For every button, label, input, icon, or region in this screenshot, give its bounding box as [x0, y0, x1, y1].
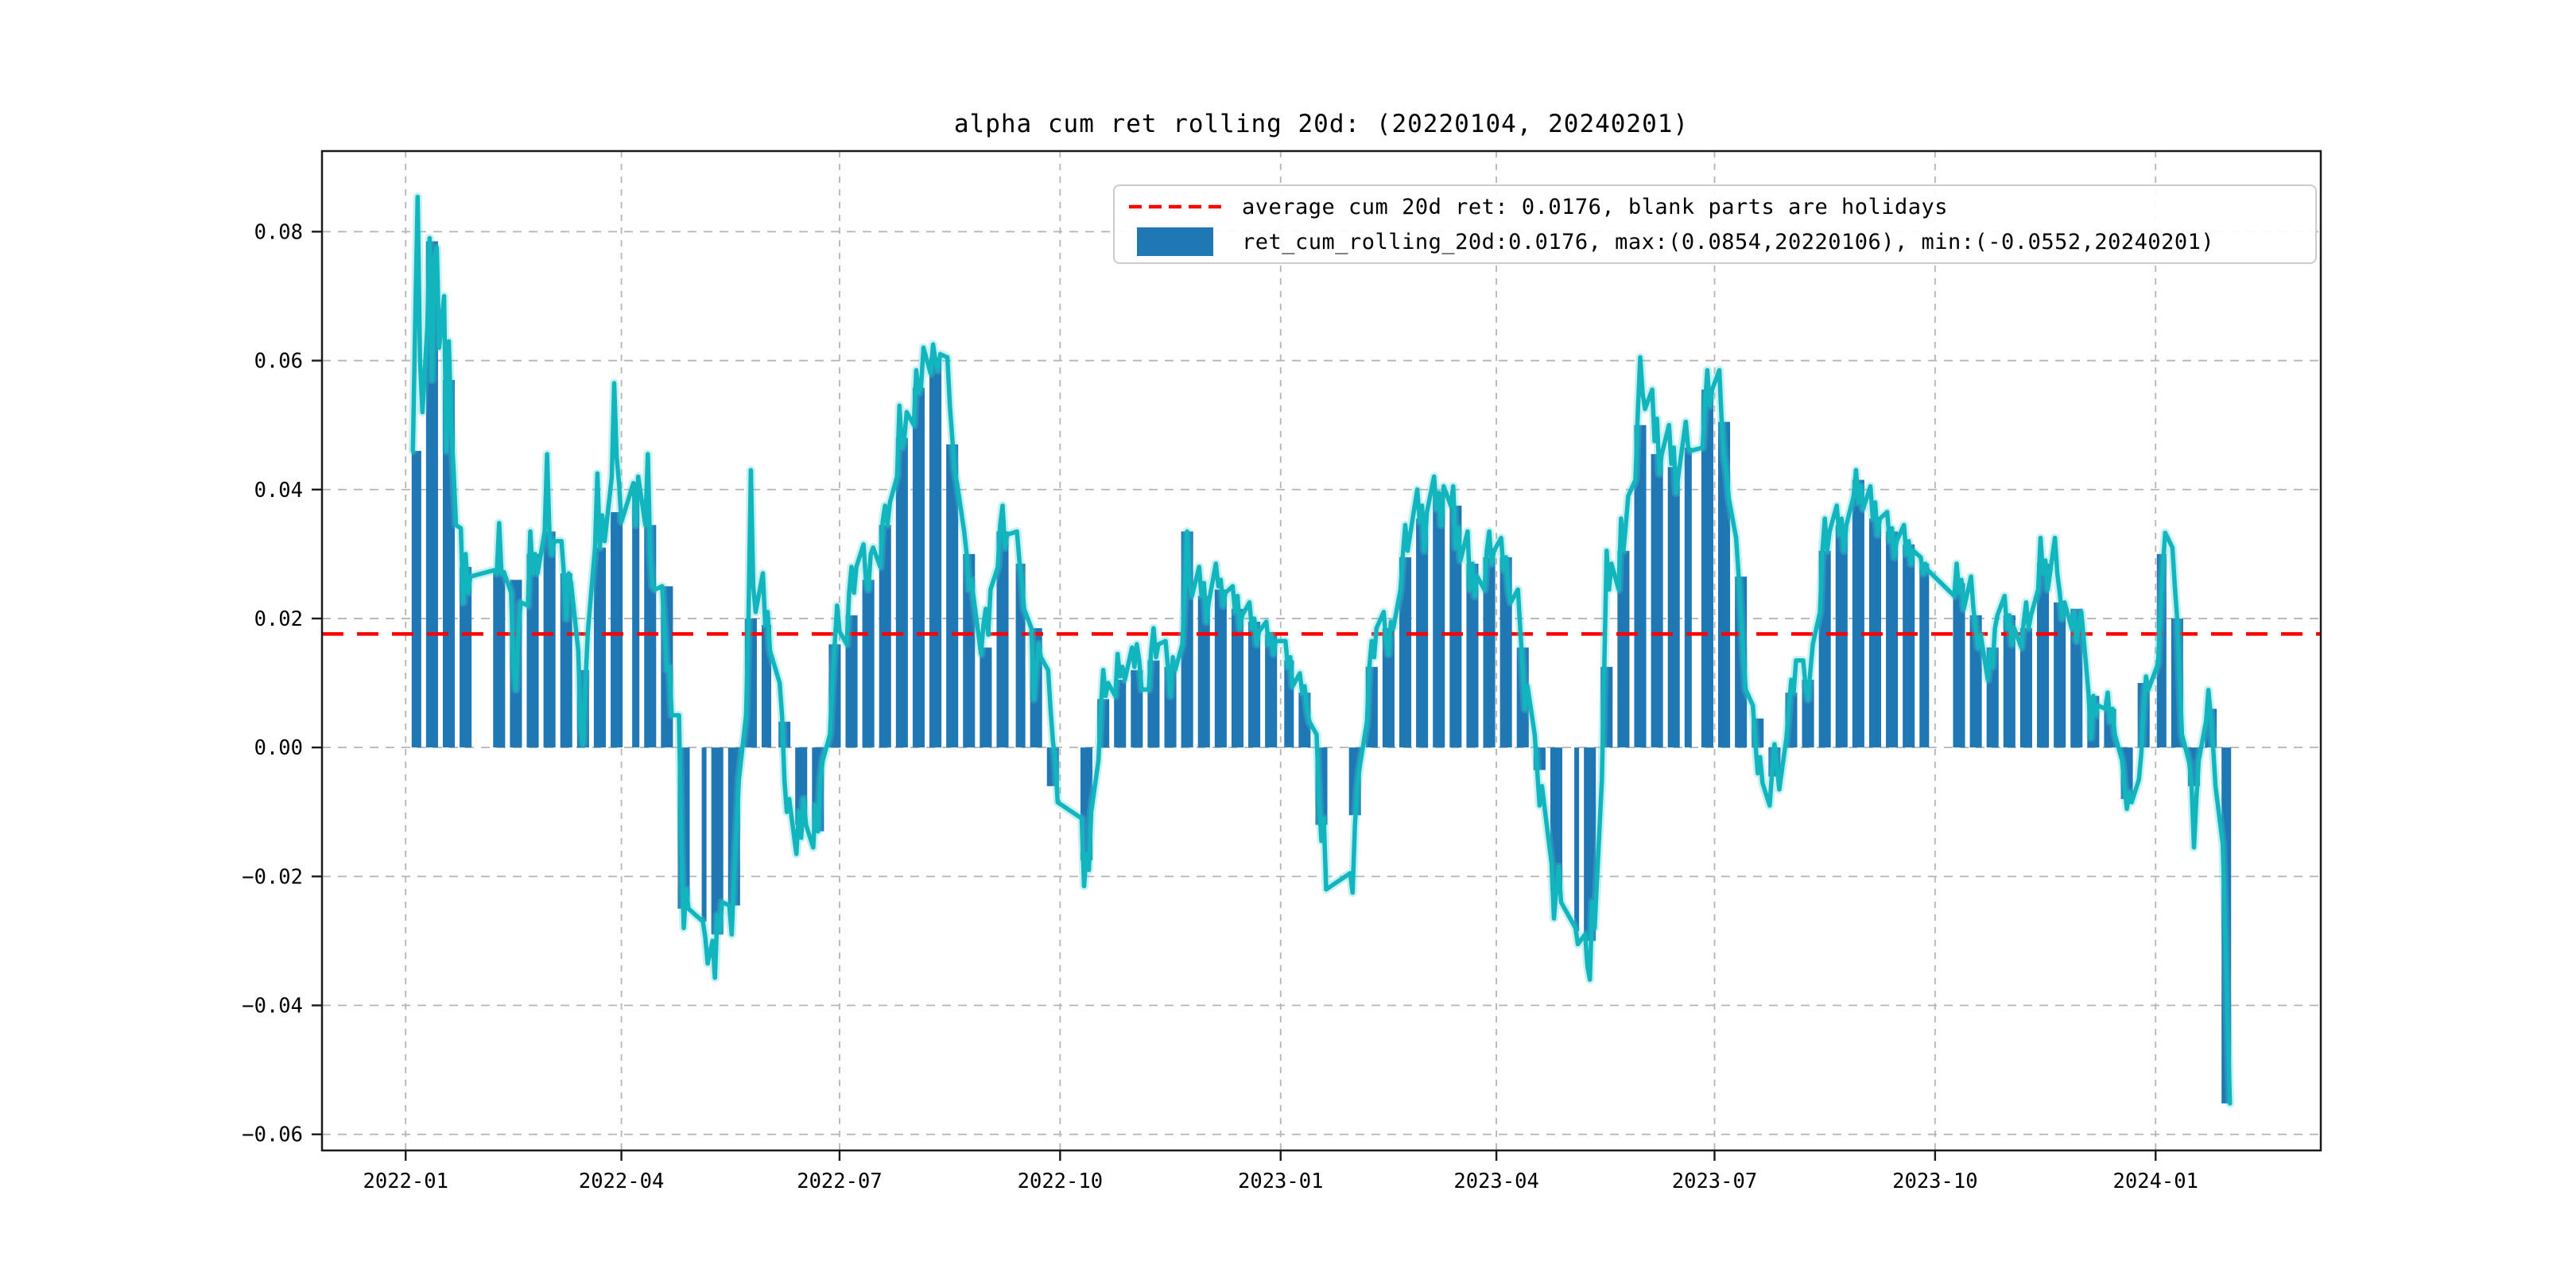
- bar: [711, 747, 724, 935]
- bar: [411, 451, 421, 748]
- bar: [761, 625, 772, 748]
- x-tick-label: 2023-04: [1453, 1170, 1538, 1193]
- legend-box: average cum 20d ret: 0.0176, blank parts…: [1113, 184, 2317, 264]
- chart-title: alpha cum ret rolling 20d: (20220104, 20…: [953, 110, 1690, 138]
- bar: [1584, 747, 1596, 941]
- bar: [701, 747, 707, 922]
- bar: [1466, 564, 1479, 748]
- bar: [996, 531, 1009, 748]
- bar: [1550, 747, 1563, 890]
- tick-labels: 2022-01 2022-04 2022-07 2022-10 2023-01 2023-…: [242, 220, 2198, 1193]
- bar: [1164, 666, 1177, 748]
- bar: [543, 531, 556, 748]
- bar: [862, 580, 875, 748]
- bar: [560, 573, 572, 748]
- bar: [2037, 564, 2050, 748]
- bar: [1667, 467, 1680, 748]
- bar: [1651, 454, 1663, 748]
- x-tick-label: 2023-10: [1892, 1170, 1977, 1193]
- bars-series: [411, 241, 2232, 1104]
- bar: [1701, 390, 1713, 748]
- bar: [611, 512, 623, 748]
- y-tick-label: 0.04: [254, 479, 303, 502]
- y-tick-label: 0.02: [254, 607, 303, 631]
- legend-series-patch: [1137, 227, 1213, 256]
- bar: [2054, 602, 2066, 748]
- bar: [425, 241, 438, 748]
- bar: [1835, 525, 1848, 748]
- y-tick-label: −0.02: [242, 865, 303, 889]
- bar: [895, 437, 908, 748]
- x-tick-label: 2022-10: [1018, 1170, 1103, 1193]
- x-tick-label: 2023-01: [1238, 1170, 1323, 1193]
- bar: [929, 357, 942, 748]
- bar: [1499, 557, 1512, 748]
- bar: [1735, 576, 1748, 748]
- x-tick-label: 2023-07: [1672, 1170, 1757, 1193]
- bar: [980, 647, 992, 748]
- bar: [1574, 747, 1580, 932]
- plot-spines: [320, 149, 2322, 1152]
- bar: [845, 615, 858, 748]
- legend-series-label: ret_cum_rolling_20d:0.0176, max:(0.0854,…: [1242, 229, 2215, 254]
- bar: [912, 387, 925, 748]
- bar: [1399, 557, 1412, 748]
- bar: [1449, 506, 1462, 748]
- bar: [1852, 479, 1864, 748]
- bar: [1802, 679, 1814, 748]
- bar: [1684, 448, 1692, 748]
- gridlines: [322, 151, 2321, 1150]
- bar: [593, 547, 606, 748]
- y-tick-label: −0.04: [242, 995, 303, 1018]
- bar: [2003, 615, 2015, 748]
- y-tick-label: 0.08: [254, 220, 303, 244]
- legend-avg-label: average cum 20d ret: 0.0176, blank parts…: [1242, 194, 1949, 219]
- legend-item-series: ret_cum_rolling_20d:0.0176, max:(0.0854,…: [1126, 224, 2304, 259]
- y-tick-label: 0.00: [254, 736, 303, 760]
- bar: [1953, 583, 1965, 748]
- legend-series-swatch-icon: [1126, 227, 1224, 256]
- bar: [1265, 634, 1278, 748]
- bar: [946, 444, 959, 748]
- bar: [493, 570, 506, 748]
- bar: [2019, 628, 2032, 748]
- bar: [1214, 589, 1227, 748]
- bar: [1617, 550, 1630, 748]
- bar: [1886, 531, 1899, 748]
- x-tick-label: 2022-01: [363, 1170, 448, 1193]
- legend-avg-dash-icon: [1126, 191, 1224, 223]
- bar: [1248, 622, 1261, 748]
- legend-item-average: average cum 20d ret: 0.0176, blank parts…: [1126, 189, 2304, 224]
- bar: [2070, 608, 2083, 748]
- bar: [1634, 425, 1647, 748]
- tick-marks: [312, 231, 2157, 1161]
- bar: [632, 483, 640, 748]
- bar: [1718, 421, 1731, 748]
- x-tick-label: 2024-01: [2113, 1170, 2198, 1193]
- bar: [460, 567, 472, 748]
- x-tick-label: 2022-07: [797, 1170, 882, 1193]
- bar: [1382, 628, 1395, 748]
- bar: [963, 553, 976, 748]
- bar: [1903, 544, 1915, 748]
- daily-line: [410, 194, 2233, 1106]
- y-tick-label: 0.06: [254, 350, 303, 374]
- bar: [879, 525, 891, 748]
- x-tick-label: 2022-04: [579, 1170, 664, 1193]
- bar: [1483, 557, 1496, 748]
- bar: [1433, 492, 1445, 748]
- bar: [1919, 564, 1930, 748]
- bar: [1231, 608, 1244, 748]
- y-tick-label: −0.06: [242, 1123, 303, 1147]
